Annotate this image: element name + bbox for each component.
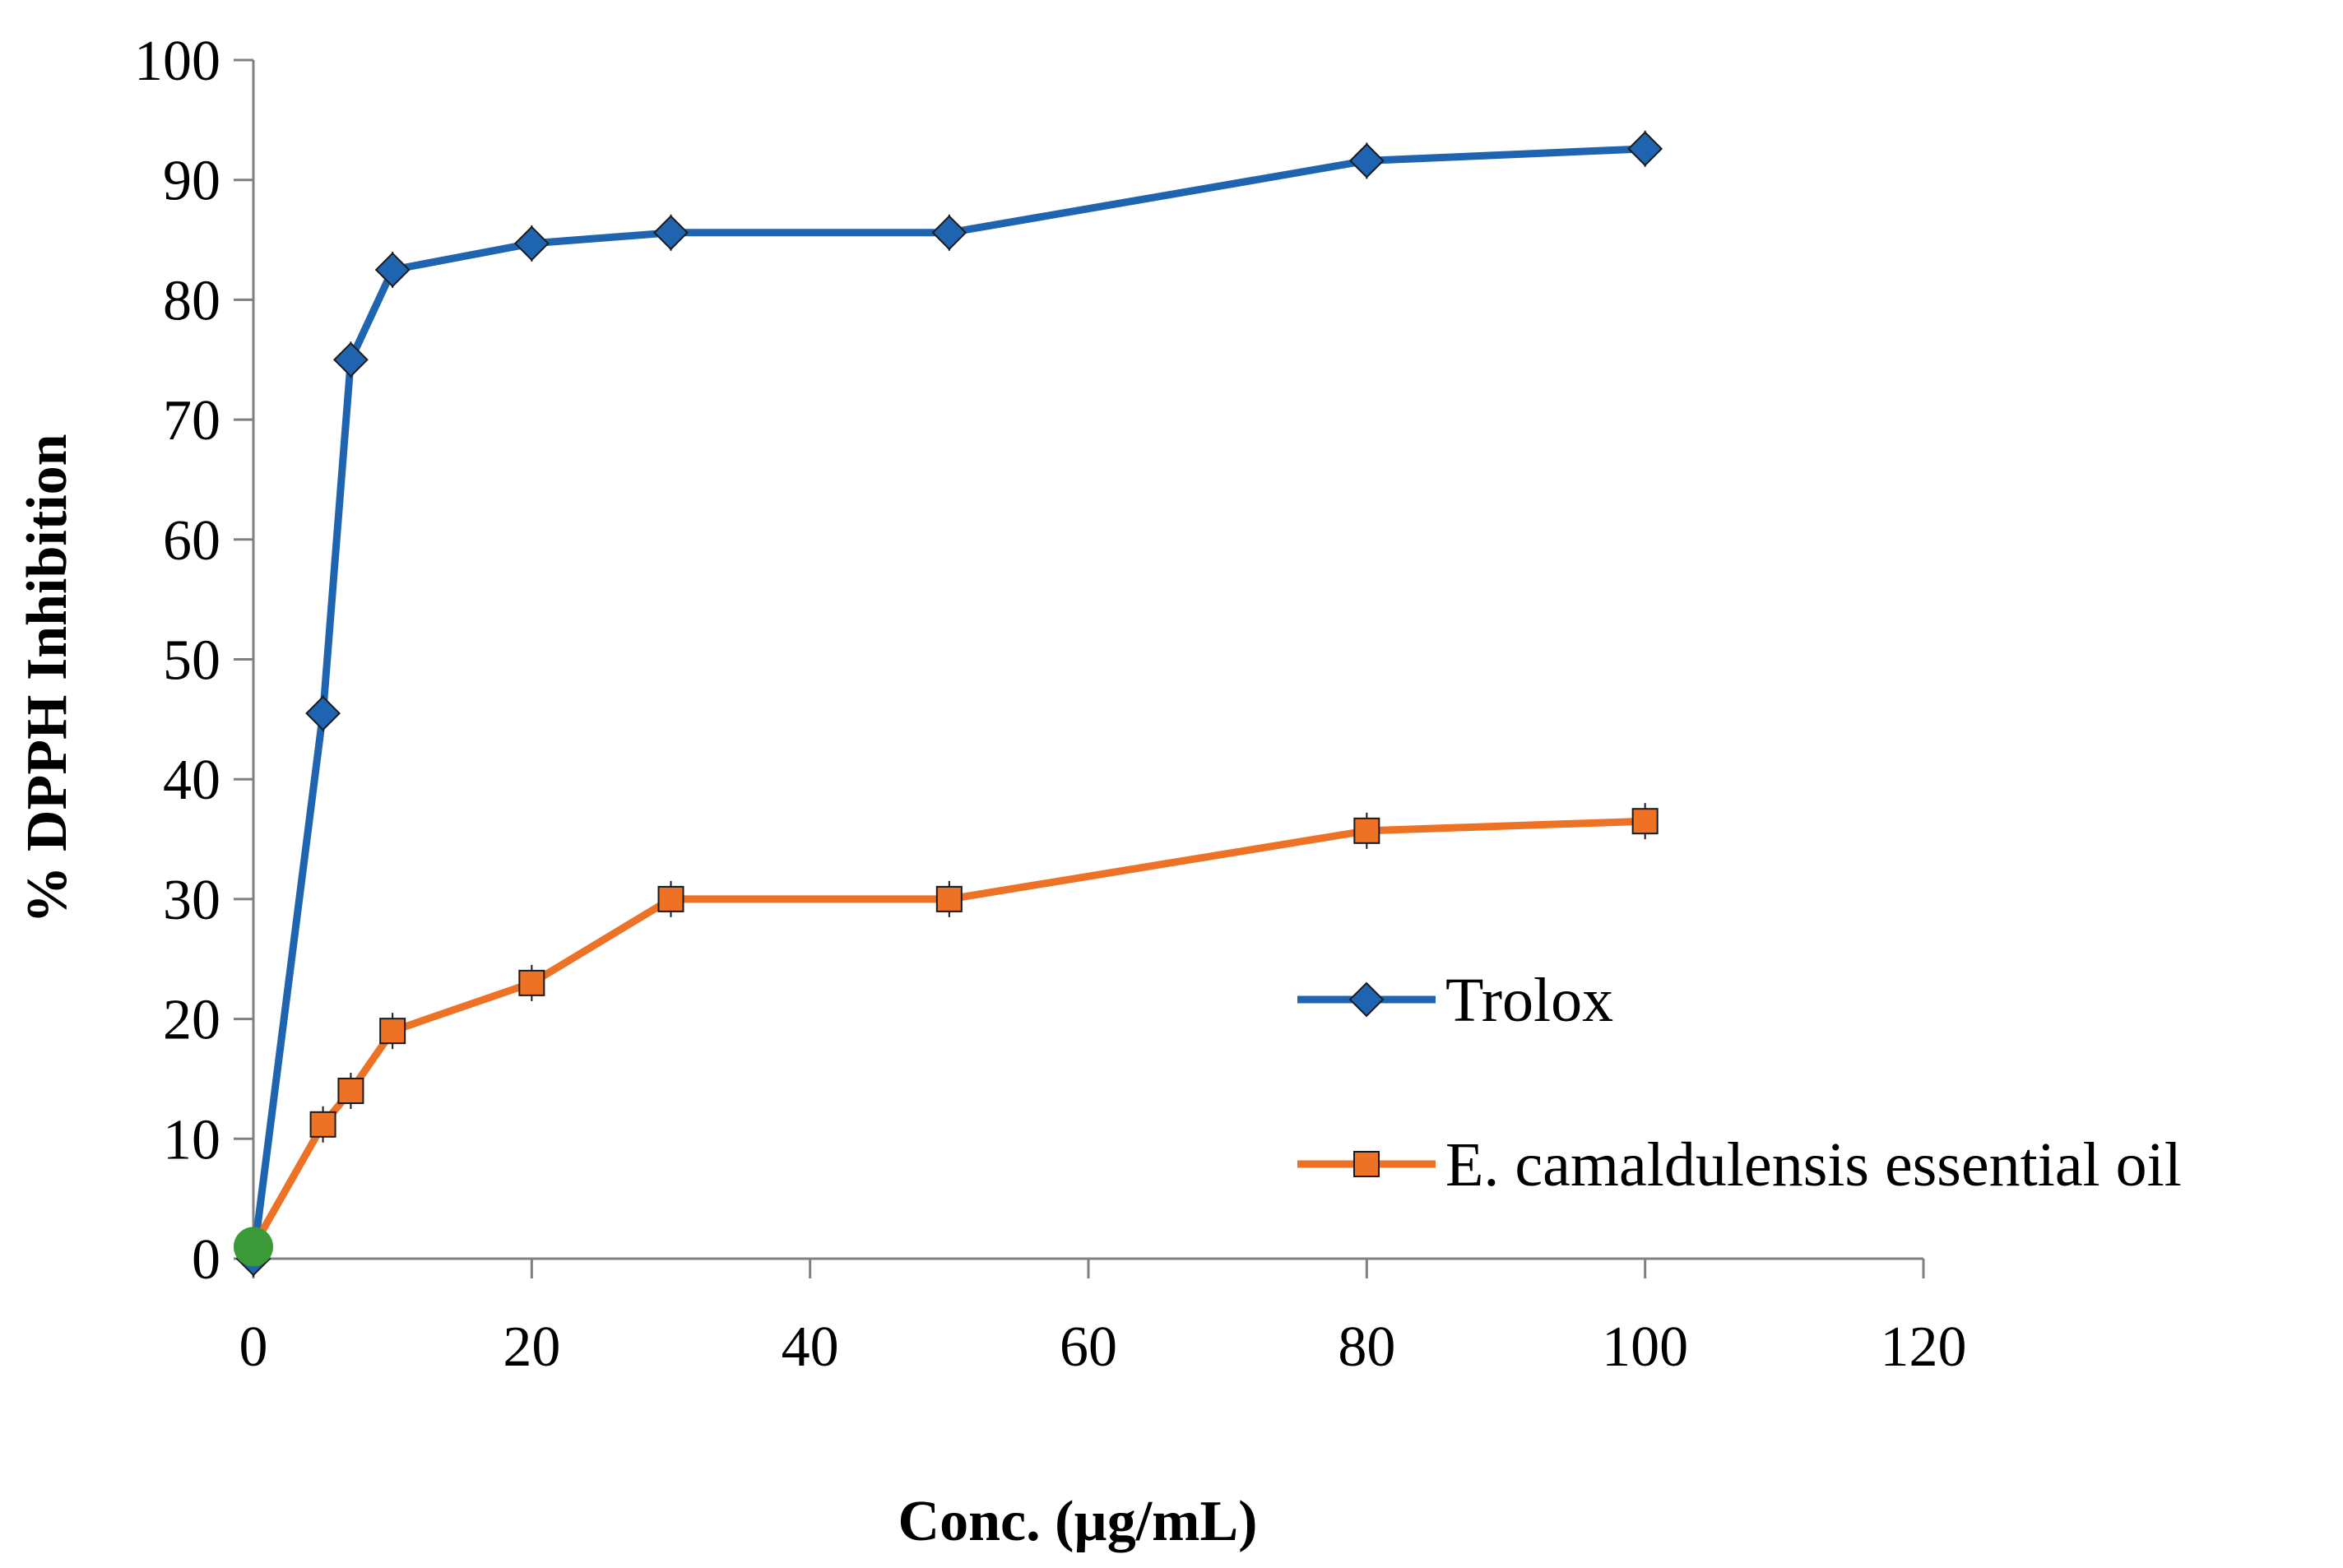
legend-item: E. camaldulensis essential oil <box>1297 1130 2182 1199</box>
legend-swatch-marker <box>1353 1151 1380 1177</box>
x-tick-label: 80 <box>1338 1315 1395 1379</box>
data-point <box>337 1078 364 1105</box>
data-point <box>513 225 550 262</box>
legend-label: Trolox <box>1445 966 1613 1035</box>
series-trolox <box>235 130 1663 1277</box>
origin-point <box>234 1227 273 1267</box>
y-tick-label: 40 <box>163 749 220 812</box>
data-point <box>931 215 967 251</box>
x-tick-label: 100 <box>1602 1315 1688 1379</box>
data-point <box>305 695 341 731</box>
y-tick-label: 70 <box>163 389 220 452</box>
data-point <box>333 341 369 378</box>
y-tick-label: 0 <box>192 1228 220 1292</box>
y-tick-label: 30 <box>163 869 220 932</box>
data-point <box>1353 817 1380 844</box>
y-tick-label: 60 <box>163 509 220 573</box>
y-tick-label: 90 <box>163 150 220 213</box>
x-tick-label: 40 <box>782 1315 839 1379</box>
x-tick-label: 0 <box>239 1315 268 1379</box>
y-tick-label: 80 <box>163 269 220 332</box>
y-tick-label: 20 <box>163 989 220 1052</box>
x-tick-label: 20 <box>503 1315 560 1379</box>
data-point <box>374 252 411 288</box>
y-tick-label: 100 <box>134 30 220 93</box>
legend-swatch-marker <box>1348 981 1385 1018</box>
data-point <box>1631 808 1659 835</box>
y-tick-label: 10 <box>163 1108 220 1171</box>
data-point <box>935 885 963 912</box>
data-point <box>1627 131 1663 167</box>
data-point <box>1348 142 1385 179</box>
data-point <box>518 969 545 996</box>
legend-label: E. camaldulensis essential oil <box>1445 1130 2182 1199</box>
x-tick-label: 120 <box>1881 1315 1967 1379</box>
y-axis-title: % DPPH Inhibition <box>16 434 79 923</box>
series-line <box>249 145 1645 1260</box>
legend-item: Trolox <box>1297 966 1613 1035</box>
x-axis-title: Conc. (µg/mL) <box>898 1490 1258 1553</box>
data-point <box>379 1018 406 1045</box>
x-tick-label: 60 <box>1060 1315 1117 1379</box>
y-tick-label: 50 <box>163 629 220 693</box>
data-point <box>653 215 689 251</box>
data-point <box>657 885 684 912</box>
data-point <box>309 1111 336 1138</box>
